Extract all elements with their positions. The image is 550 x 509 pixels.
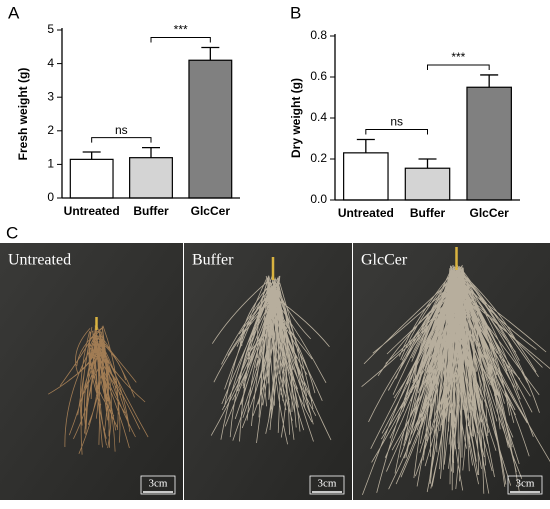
photo-label: GlcCer: [361, 252, 408, 269]
x-tick-label: Untreated: [64, 204, 120, 218]
y-tick-label: 5: [47, 22, 54, 36]
scale-box: [309, 475, 345, 495]
bar: [466, 86, 512, 201]
x-tick-label: GlcCer: [469, 206, 509, 220]
y-tick-label: 0.0: [310, 192, 327, 206]
bar: [129, 157, 173, 199]
photo: GlcCer 3cm: [353, 243, 550, 500]
y-tick-label: 0.6: [310, 69, 327, 83]
photo-label: Buffer: [192, 252, 234, 269]
x-tick-label: Buffer: [410, 206, 446, 220]
y-tick-label: 2: [47, 123, 54, 137]
y-tick-label: 0.2: [310, 151, 327, 165]
panel-label: C: [6, 223, 18, 242]
significance-bracket: [91, 137, 152, 143]
x-tick-label: Buffer: [133, 204, 169, 218]
bar: [404, 167, 451, 201]
photo-label: Untreated: [8, 252, 71, 269]
bar: [343, 152, 389, 201]
y-axis-label: Fresh weight (g): [16, 68, 30, 161]
significance-bracket: [427, 64, 490, 70]
y-tick-label: 3: [47, 89, 54, 103]
scale-box: [140, 475, 176, 495]
y-tick-label: 0.8: [310, 28, 327, 42]
roots: [361, 264, 550, 496]
scale-label: 3cm: [516, 478, 535, 490]
roots: [210, 274, 332, 445]
significance-label: ns: [115, 123, 128, 137]
y-tick-label: 0: [47, 190, 54, 204]
y-axis-label: Dry weight (g): [289, 78, 303, 158]
significance-label: ***: [174, 23, 188, 37]
roots: [47, 325, 149, 455]
y-tick-label: 4: [47, 56, 54, 70]
y-tick-label: 0.4: [310, 110, 327, 124]
bar: [188, 59, 233, 199]
y-tick-label: 1: [47, 157, 54, 171]
bar: [69, 158, 114, 199]
x-tick-label: Untreated: [338, 206, 394, 220]
photo: Buffer 3cm: [184, 243, 352, 500]
scale-box: [507, 475, 543, 495]
significance-bracket: [150, 36, 211, 43]
significance-label: ns: [390, 115, 403, 129]
x-tick-label: GlcCer: [191, 204, 231, 218]
panel-label: A: [8, 3, 20, 22]
significance-label: ***: [451, 50, 465, 64]
panel-label: B: [290, 3, 301, 22]
scale-label: 3cm: [318, 478, 337, 490]
significance-bracket: [365, 129, 428, 135]
scale-label: 3cm: [149, 478, 168, 490]
photo: Untreated 3cm: [0, 243, 183, 500]
